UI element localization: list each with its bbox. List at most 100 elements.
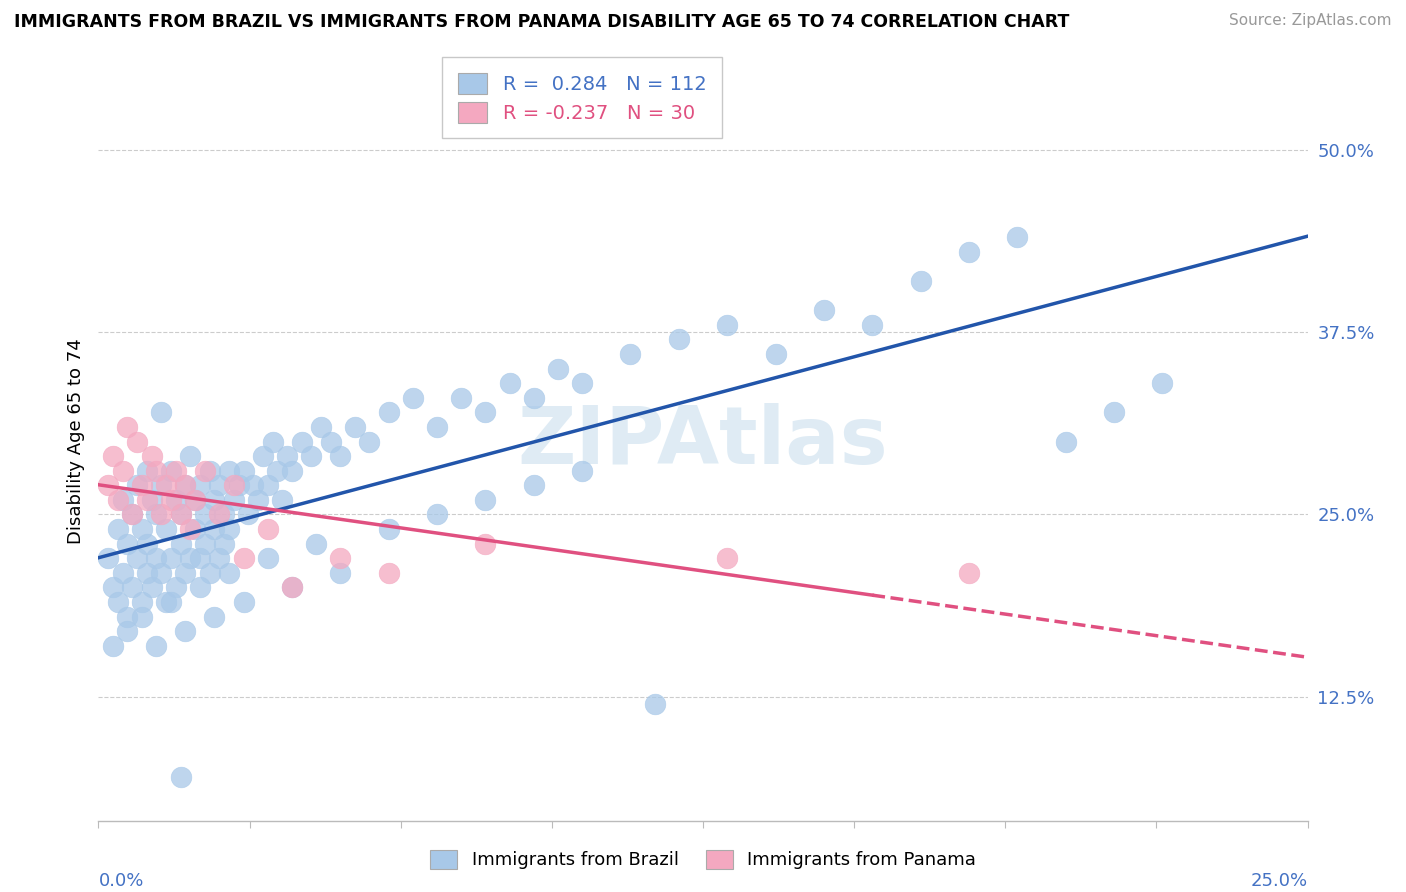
Point xyxy=(204,609,226,624)
Point xyxy=(204,522,226,536)
Point xyxy=(523,391,546,405)
Point xyxy=(97,478,120,492)
Point xyxy=(141,449,163,463)
Point xyxy=(117,420,139,434)
Point xyxy=(111,492,134,507)
Point xyxy=(232,464,254,478)
Point xyxy=(256,522,278,536)
Point xyxy=(644,697,666,711)
Point xyxy=(523,478,546,492)
Point xyxy=(1102,405,1125,419)
Point xyxy=(174,478,197,492)
Point xyxy=(107,522,129,536)
Point xyxy=(1152,376,1174,391)
Point xyxy=(127,434,149,449)
Point xyxy=(256,478,278,492)
Point xyxy=(101,580,124,594)
Point xyxy=(299,449,322,463)
Point xyxy=(188,580,211,594)
Text: 25.0%: 25.0% xyxy=(1250,871,1308,889)
Point xyxy=(1054,434,1077,449)
Point xyxy=(145,551,167,566)
Point xyxy=(218,464,240,478)
Point xyxy=(860,318,883,332)
Point xyxy=(135,464,157,478)
Text: IMMIGRANTS FROM BRAZIL VS IMMIGRANTS FROM PANAMA DISABILITY AGE 65 TO 74 CORRELA: IMMIGRANTS FROM BRAZIL VS IMMIGRANTS FRO… xyxy=(14,13,1070,31)
Point xyxy=(155,478,177,492)
Text: 0.0%: 0.0% xyxy=(98,871,143,889)
Point xyxy=(276,449,298,463)
Point xyxy=(198,464,221,478)
Point xyxy=(309,420,332,434)
Point xyxy=(228,478,250,492)
Point xyxy=(179,522,201,536)
Point xyxy=(1007,230,1029,244)
Point xyxy=(957,566,980,580)
Point xyxy=(377,566,399,580)
Point xyxy=(155,595,177,609)
Point xyxy=(145,508,167,522)
Point xyxy=(281,580,304,594)
Point xyxy=(150,508,173,522)
Point xyxy=(281,580,304,594)
Point xyxy=(145,639,167,653)
Point xyxy=(212,508,235,522)
Point xyxy=(165,492,187,507)
Point xyxy=(127,551,149,566)
Point xyxy=(117,609,139,624)
Point xyxy=(150,405,173,419)
Point xyxy=(232,551,254,566)
Point xyxy=(101,449,124,463)
Point xyxy=(135,566,157,580)
Point xyxy=(498,376,520,391)
Point xyxy=(160,492,183,507)
Point xyxy=(174,566,197,580)
Point xyxy=(222,478,245,492)
Point xyxy=(208,551,231,566)
Point xyxy=(179,449,201,463)
Point xyxy=(238,508,260,522)
Point xyxy=(571,464,593,478)
Point xyxy=(218,522,240,536)
Point xyxy=(319,434,342,449)
Point xyxy=(174,478,197,492)
Point xyxy=(218,566,240,580)
Point xyxy=(165,580,187,594)
Point xyxy=(121,580,143,594)
Point xyxy=(252,449,274,463)
Point xyxy=(266,464,288,478)
Point xyxy=(145,464,167,478)
Point xyxy=(204,492,226,507)
Point xyxy=(194,508,217,522)
Point xyxy=(271,492,294,507)
Point xyxy=(256,551,278,566)
Point xyxy=(127,478,149,492)
Point xyxy=(135,536,157,550)
Point xyxy=(198,566,221,580)
Point xyxy=(184,522,207,536)
Point xyxy=(169,536,191,550)
Point xyxy=(179,551,201,566)
Point xyxy=(131,478,153,492)
Point xyxy=(474,405,496,419)
Point xyxy=(242,478,264,492)
Point xyxy=(169,508,191,522)
Point xyxy=(212,536,235,550)
Point xyxy=(174,624,197,639)
Point xyxy=(194,464,217,478)
Point xyxy=(111,464,134,478)
Point xyxy=(910,274,932,288)
Point xyxy=(426,508,449,522)
Point xyxy=(117,624,139,639)
Point xyxy=(131,595,153,609)
Point xyxy=(188,551,211,566)
Text: Source: ZipAtlas.com: Source: ZipAtlas.com xyxy=(1229,13,1392,29)
Point xyxy=(305,536,328,550)
Point xyxy=(547,361,569,376)
Point xyxy=(765,347,787,361)
Point xyxy=(107,492,129,507)
Point xyxy=(155,522,177,536)
Point xyxy=(184,492,207,507)
Point xyxy=(107,595,129,609)
Point xyxy=(377,405,399,419)
